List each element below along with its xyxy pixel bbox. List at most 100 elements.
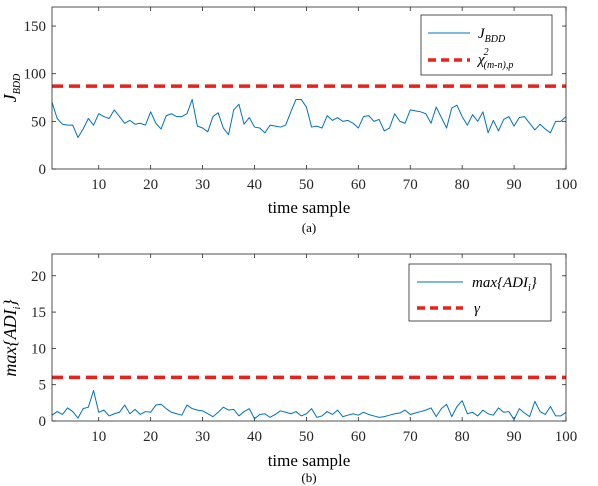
legend-b-entry-1-end: }: [531, 275, 537, 291]
panel-a-data-point: [57, 118, 58, 119]
panel-b-data-point: [78, 418, 79, 419]
panel-b-data-point: [176, 413, 177, 414]
panel-b-data-point: [249, 408, 250, 409]
panel-b-data-point: [306, 413, 307, 414]
panel-a-data-point: [218, 112, 219, 113]
panel-a-data-point: [519, 117, 520, 118]
panel-b-data-point: [135, 409, 136, 410]
panel-a-data-point: [431, 123, 432, 124]
panel-b-data-point: [57, 411, 58, 412]
panel-a-data-point: [503, 119, 504, 120]
panel-b-data-point: [415, 413, 416, 414]
panel-b-data-point: [285, 412, 286, 413]
panel-a-data-point: [213, 116, 214, 117]
panel-b-data-point: [379, 417, 380, 418]
panel-a-xtick-label: 90: [507, 177, 522, 193]
panel-a-data-point: [119, 116, 120, 117]
panel-a-data-point: [410, 110, 411, 111]
panel-a-data-point: [467, 125, 468, 126]
panel-b-xtick-label: 10: [91, 429, 106, 445]
panel-b-data-point: [431, 408, 432, 409]
panel-b-data-point: [161, 404, 162, 405]
panel-b-data-point: [477, 416, 478, 417]
panel-a-data-point: [332, 120, 333, 121]
panel-a-data-point: [254, 127, 255, 128]
panel-b-data-point: [368, 414, 369, 415]
panel-a-data-point: [524, 116, 525, 117]
panel-b-ytick-label: 10: [31, 341, 46, 357]
panel-a-data-point: [88, 118, 89, 119]
panel-b-xtick-label: 20: [143, 429, 158, 445]
legend-a-entry-2-sup: 2: [484, 47, 489, 58]
panel-a-data-point: [508, 116, 509, 117]
panel-a-data-point: [493, 120, 494, 121]
panel-b-data-point: [171, 412, 172, 413]
panel-a-data-point: [114, 110, 115, 111]
panel-b-data-point: [363, 412, 364, 413]
panel-b-data-point: [498, 408, 499, 409]
panel-a-data-point: [488, 132, 489, 133]
panel-b-data-point: [119, 412, 120, 413]
panel-b-ylabel: max{ADIi}: [0, 299, 23, 377]
panel-a-ytick-label: 50: [31, 114, 46, 130]
panel-a-data-point: [67, 125, 68, 126]
panel-a-data-point: [436, 107, 437, 108]
panel-a-data-point: [140, 123, 141, 124]
panel-b-data-point: [114, 413, 115, 414]
panel-a-data-point: [483, 111, 484, 112]
panel-b-xtick-label: 30: [195, 429, 210, 445]
panel-a-data-point: [161, 129, 162, 130]
panel-b-data-point: [519, 408, 520, 409]
panel-a-data-point: [540, 124, 541, 125]
panel-a-xtick-label: 70: [403, 177, 418, 193]
panel-b-data-point: [389, 415, 390, 416]
panel-a-xtick-label: 100: [555, 177, 578, 193]
panel-b-data-point: [72, 411, 73, 412]
panel-b-xtick-label: 60: [351, 429, 366, 445]
panel-a-data-point: [171, 113, 172, 114]
panel-a-data-point: [472, 114, 473, 115]
panel-b-data-point: [223, 407, 224, 408]
legend-a-entry-1: JBDD: [478, 26, 506, 45]
panel-a-data-point: [202, 128, 203, 129]
panel-a: 10 20 30 40 50 60 70 80 90 100 0 50 100 150 time samp…: [0, 6, 578, 235]
panel-a-xtick-label: 10: [91, 177, 106, 193]
panel-b-data-point: [394, 413, 395, 414]
panel-b-data-point: [129, 413, 130, 414]
panel-a-data-point: [280, 127, 281, 128]
legend-a-entry-2-sub: (m-n),p: [484, 60, 514, 71]
panel-a-data-point: [181, 116, 182, 117]
panel-b-data-point: [358, 415, 359, 416]
panel-a-data-point: [155, 123, 156, 124]
panel-b-data-point: [228, 410, 229, 411]
legend-b-entry-2: γ: [474, 301, 481, 317]
panel-b-data-point: [213, 416, 214, 417]
panel-b-data-point: [181, 415, 182, 416]
panel-b-data-point: [290, 413, 291, 414]
panel-a-data-point: [534, 130, 535, 131]
panel-b-data-point: [275, 414, 276, 415]
panel-a-data-point: [353, 123, 354, 124]
panel-b-ytick-label: 15: [31, 305, 46, 321]
panel-b-data-point: [155, 405, 156, 406]
panel-a-xtick-label: 60: [351, 177, 366, 193]
panel-a-data-point: [129, 120, 130, 121]
panel-b-data-point: [327, 411, 328, 412]
panel-a-data-point: [104, 116, 105, 117]
panel-a-data-point: [477, 121, 478, 122]
panel-a-xtick-label: 20: [143, 177, 158, 193]
panel-b-data-point: [192, 408, 193, 409]
panel-a-data-point: [462, 116, 463, 117]
panel-a-data-point: [441, 117, 442, 118]
panel-a-data-point: [373, 121, 374, 122]
panel-a-data-point: [306, 107, 307, 108]
panel-a-data-point: [358, 128, 359, 129]
panel-b-data-point: [337, 410, 338, 411]
panel-b-data-point: [202, 410, 203, 411]
panel-b-data-point: [384, 416, 385, 417]
legend-a-entry-2: χ2 (m-n),p: [476, 47, 513, 71]
panel-b-ytick-label: 5: [39, 378, 47, 394]
panel-b-caption: (b): [301, 470, 316, 485]
panel-a-data-point: [363, 116, 364, 117]
panel-a-data-point: [249, 117, 250, 118]
